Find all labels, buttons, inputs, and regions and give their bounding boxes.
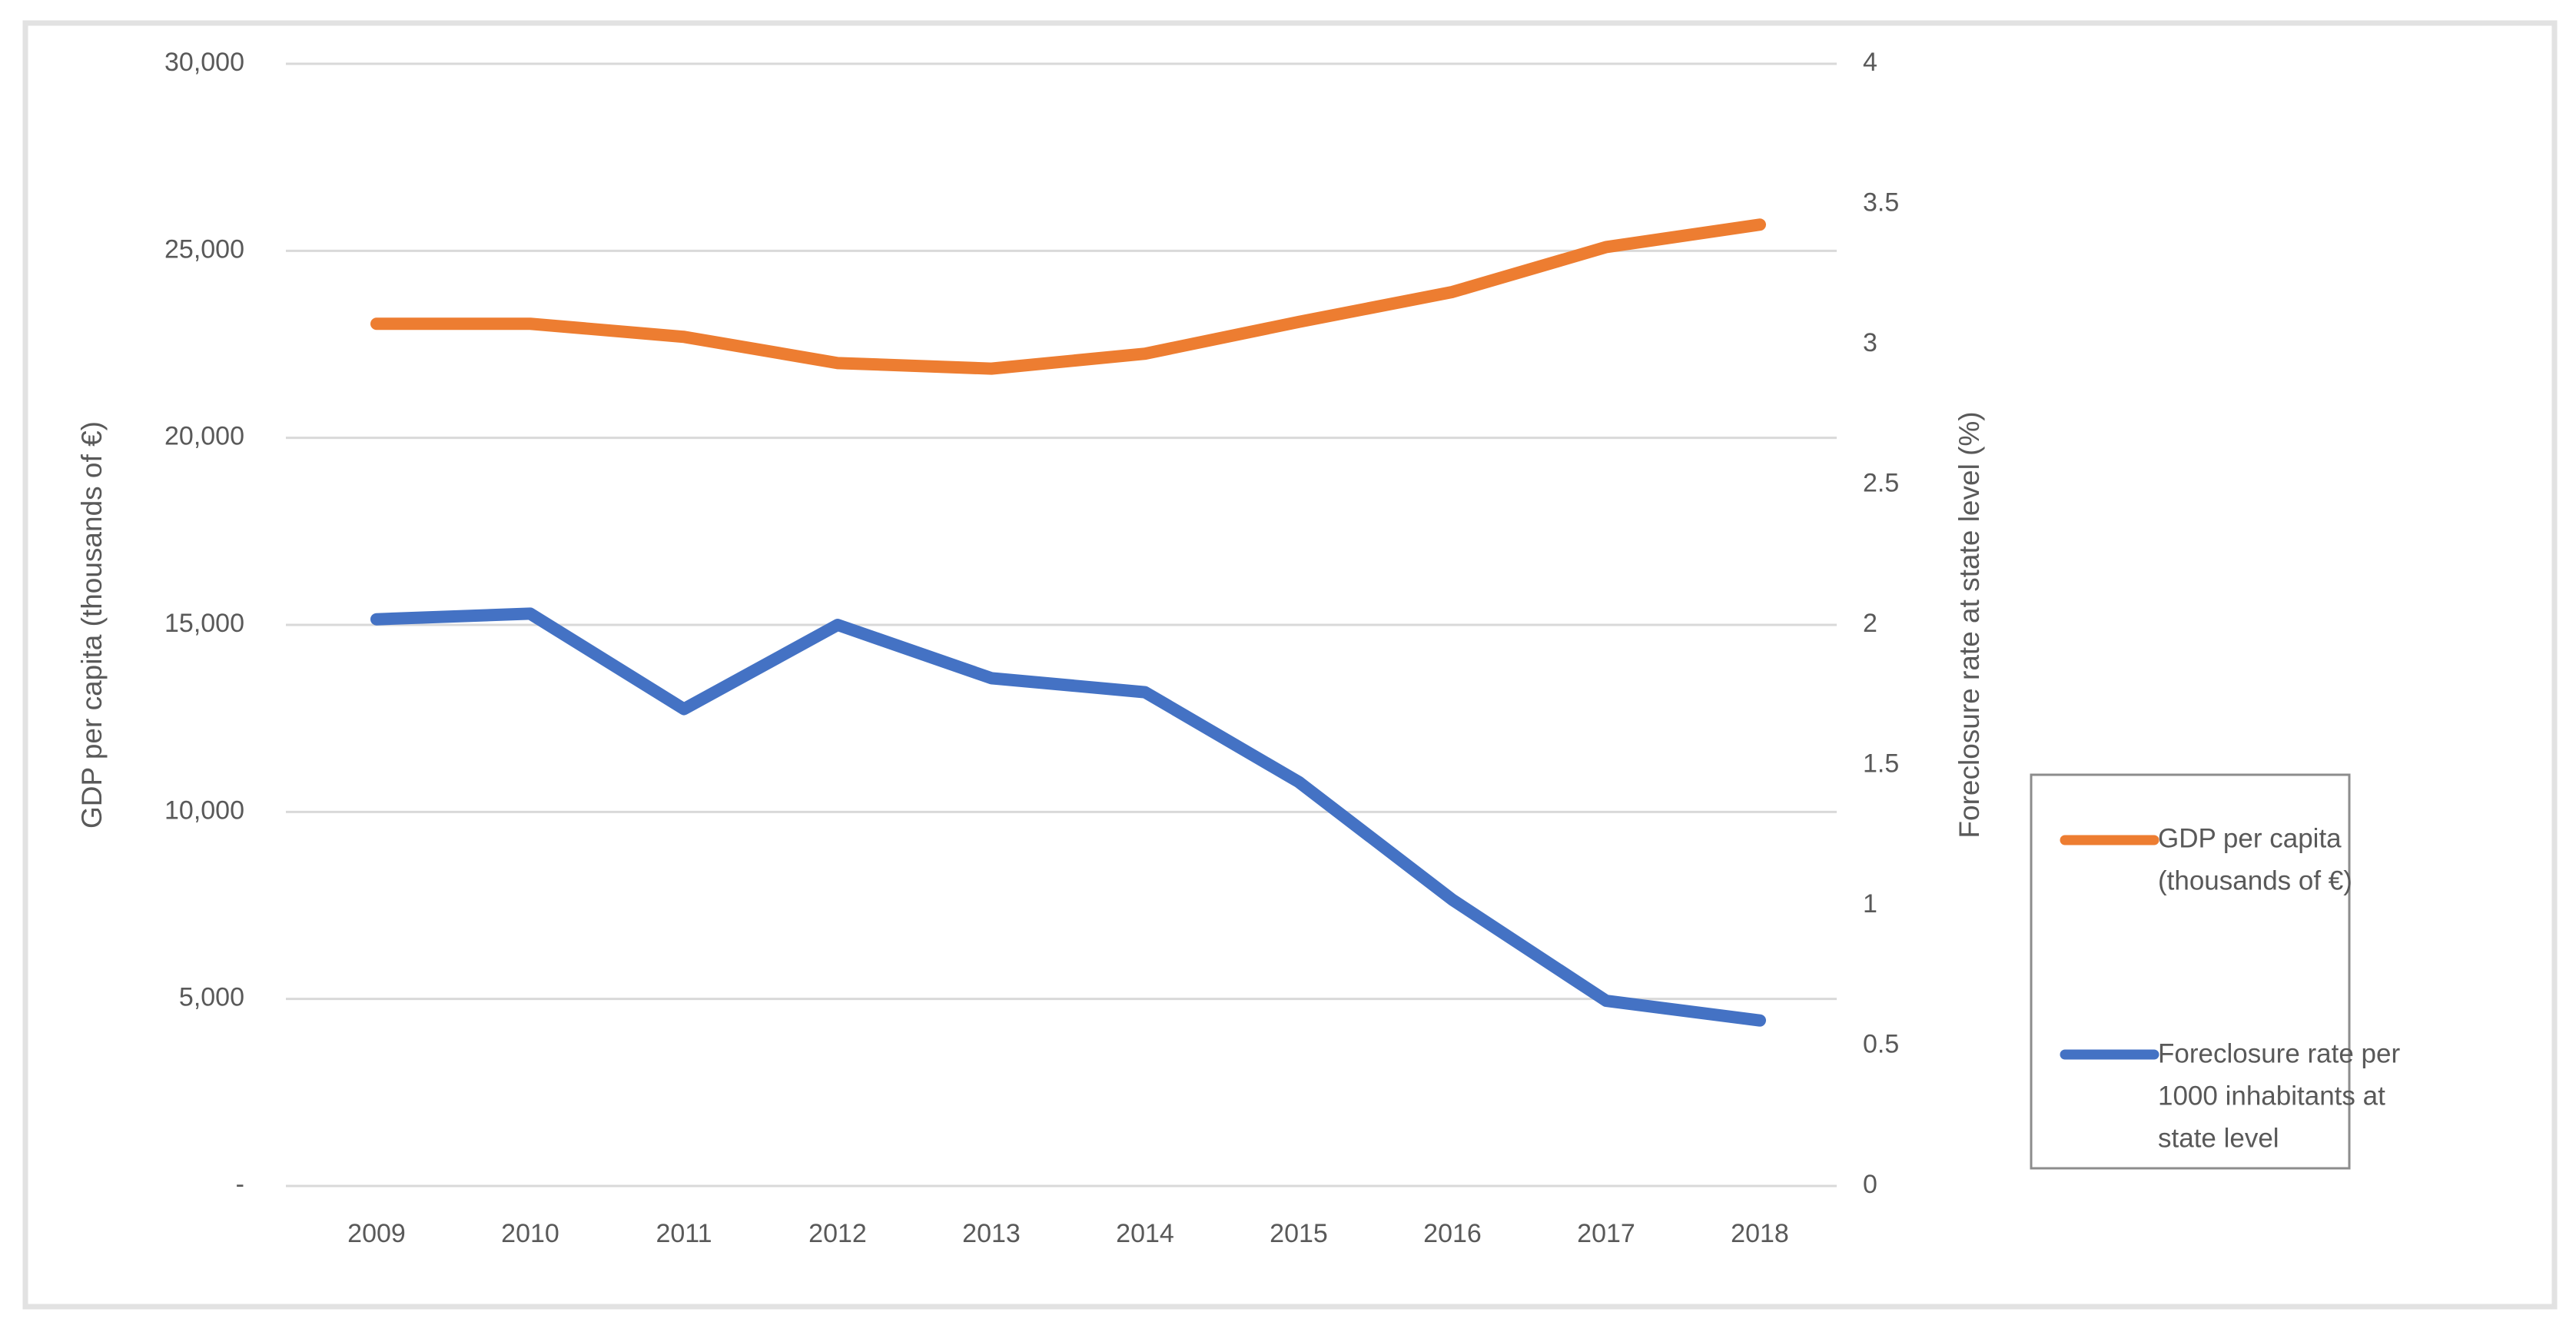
x-axis-tick-labels: 2009 2010 2011 2012 2013 2014 2015 2016 2017 2018 bbox=[347, 1219, 1789, 1248]
x-axis-tick-label: 2012 bbox=[808, 1219, 867, 1248]
x-axis-tick-label: 2014 bbox=[1116, 1219, 1174, 1248]
x-axis-tick-label: 2011 bbox=[656, 1219, 712, 1248]
left-axis-tick-label: 20,000 bbox=[164, 422, 244, 451]
x-axis-tick-label: 2010 bbox=[501, 1219, 559, 1248]
left-axis-tick-label: 5,000 bbox=[179, 983, 244, 1012]
left-axis-title: GDP per capita (thousands of €) bbox=[76, 421, 108, 829]
legend-gdp-label-line2: (thousands of €) bbox=[2158, 865, 2352, 895]
legend-foreclosure-label-line3: state level bbox=[2158, 1123, 2279, 1153]
right-axis-tick-label: 2 bbox=[1863, 609, 1877, 638]
x-axis-tick-label: 2009 bbox=[347, 1219, 406, 1248]
right-axis-tick-label: 0.5 bbox=[1863, 1029, 1899, 1058]
legend-foreclosure-label-line2: 1000 inhabitants at bbox=[2158, 1081, 2385, 1111]
left-axis-tick-label: 25,000 bbox=[164, 234, 244, 264]
series-line-foreclosure-rate bbox=[370, 607, 1766, 1027]
x-axis-tick-label: 2013 bbox=[962, 1219, 1021, 1248]
right-axis-tick-label: 3 bbox=[1863, 328, 1877, 357]
right-axis-tick-label: 3.5 bbox=[1863, 188, 1899, 217]
right-axis-tick-label: 4 bbox=[1863, 48, 1877, 77]
x-axis-tick-label: 2015 bbox=[1270, 1219, 1328, 1248]
series-line-gdp-per-capita bbox=[370, 218, 1766, 375]
x-axis-tick-label: 2018 bbox=[1731, 1219, 1789, 1248]
left-axis-tick-label: - bbox=[236, 1170, 244, 1199]
right-axis-tick-label: 1.5 bbox=[1863, 749, 1899, 778]
right-axis-tick-label: 1 bbox=[1863, 889, 1877, 918]
legend-gdp-label-line1: GDP per capita bbox=[2158, 823, 2342, 853]
legend: GDP per capita (thousands of €) Foreclos… bbox=[2030, 773, 2400, 1170]
right-axis-tick-label: 2.5 bbox=[1863, 468, 1899, 497]
data-series-lines bbox=[370, 218, 1766, 1027]
right-axis-title: Foreclosure rate at state level (%) bbox=[1954, 411, 1985, 838]
left-axis-tick-label: 15,000 bbox=[164, 609, 244, 638]
right-axis-tick-labels: 0 0.5 1 1.5 2 2.5 3 3.5 4 bbox=[1863, 48, 1899, 1199]
left-axis-tick-label: 30,000 bbox=[164, 48, 244, 77]
left-axis-tick-labels: - 5,000 10,000 15,000 20,000 25,000 30,000 bbox=[164, 48, 244, 1199]
x-axis-tick-label: 2017 bbox=[1577, 1219, 1635, 1248]
right-axis-tick-label: 0 bbox=[1863, 1170, 1877, 1199]
x-axis-tick-label: 2016 bbox=[1423, 1219, 1482, 1248]
legend-foreclosure-label-line1: Foreclosure rate per bbox=[2158, 1038, 2400, 1068]
left-axis-tick-label: 10,000 bbox=[164, 796, 244, 825]
